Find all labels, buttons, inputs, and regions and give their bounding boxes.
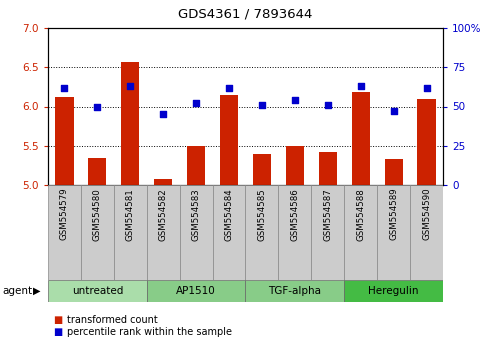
Bar [88,158,106,185]
Text: GSM554583: GSM554583 [192,188,200,241]
Bar [48,185,81,280]
Bar [319,152,337,185]
Bar [377,185,410,280]
Text: GSM554589: GSM554589 [389,188,398,240]
Bar [121,62,139,185]
Text: untreated: untreated [71,286,123,296]
Bar [154,179,172,185]
Bar [187,146,205,185]
Text: GSM554579: GSM554579 [60,188,69,240]
Bar [220,95,238,185]
Bar [147,280,245,302]
Text: agent: agent [2,286,32,296]
Point [423,85,430,91]
Bar [81,185,114,280]
Bar [48,280,147,302]
Bar [417,99,436,185]
Bar [245,280,344,302]
Text: GSM554580: GSM554580 [93,188,102,241]
Bar [56,97,73,185]
Text: GSM554585: GSM554585 [257,188,267,241]
Bar [114,185,147,280]
Point [291,97,299,103]
Point [159,112,167,117]
Bar [344,185,377,280]
Bar [286,146,304,185]
Bar [245,185,278,280]
Text: AP1510: AP1510 [176,286,216,296]
Text: GDS4361 / 7893644: GDS4361 / 7893644 [178,7,313,21]
Text: GSM554588: GSM554588 [356,188,365,241]
Text: ■: ■ [53,315,62,325]
Bar [312,185,344,280]
Point [324,102,332,108]
Point [60,85,68,91]
Text: GSM554590: GSM554590 [422,188,431,240]
Bar [213,185,245,280]
Bar [253,154,271,185]
Bar [352,92,370,185]
Point [127,83,134,89]
Text: GSM554581: GSM554581 [126,188,135,241]
Bar [180,185,213,280]
Point [357,83,365,89]
Bar [384,159,403,185]
Point [390,108,398,114]
Text: GSM554582: GSM554582 [159,188,168,241]
Point [225,85,233,91]
Bar [344,280,443,302]
Point [258,102,266,108]
Text: TGF-alpha: TGF-alpha [269,286,321,296]
Bar [278,185,312,280]
Text: GSM554584: GSM554584 [225,188,234,241]
Text: Heregulin: Heregulin [369,286,419,296]
Bar [147,185,180,280]
Text: ■: ■ [53,327,62,337]
Bar [410,185,443,280]
Text: GSM554587: GSM554587 [323,188,332,241]
Text: percentile rank within the sample: percentile rank within the sample [67,327,232,337]
Text: GSM554586: GSM554586 [290,188,299,241]
Text: transformed count: transformed count [67,315,158,325]
Text: ▶: ▶ [33,286,41,296]
Point [94,104,101,109]
Point [192,101,200,106]
